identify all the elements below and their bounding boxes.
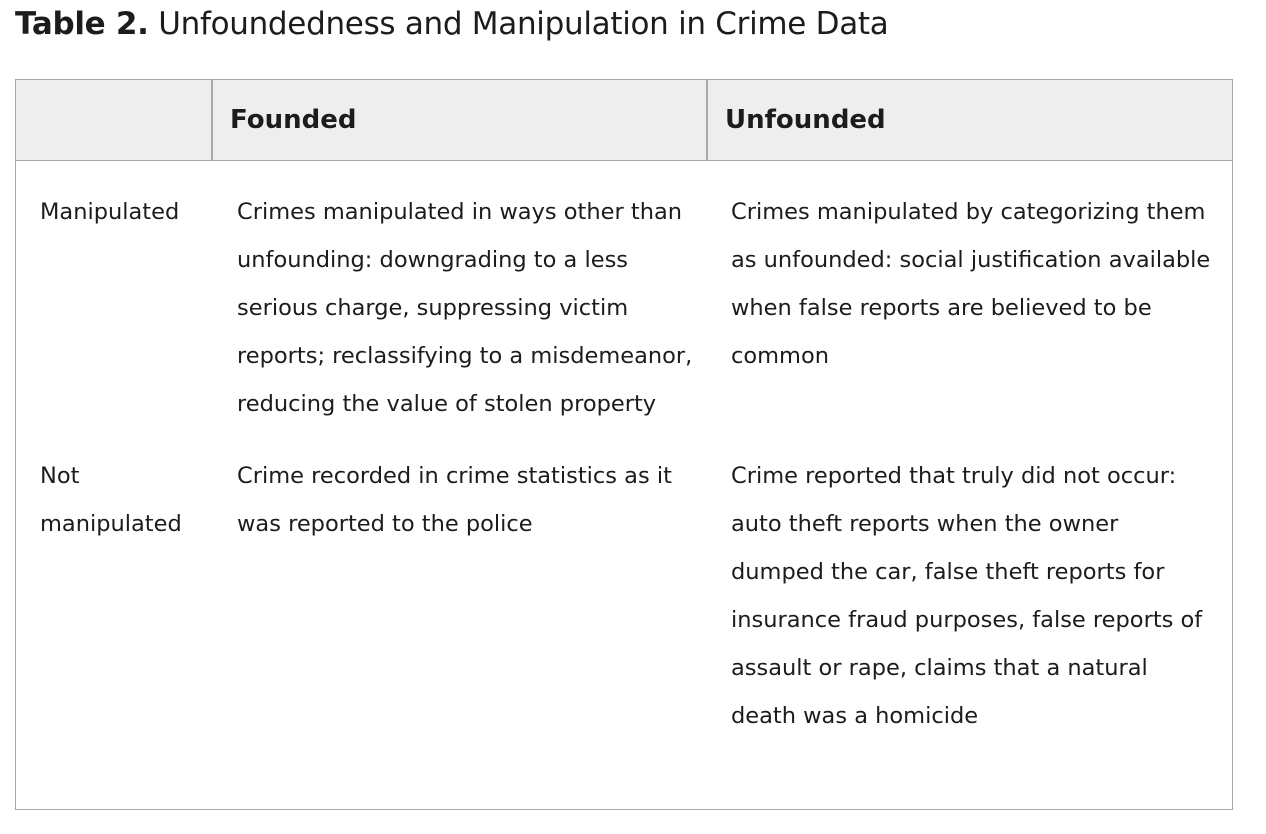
- header-founded: Founded: [211, 80, 707, 161]
- table-caption-title: Unfoundedness and Manipulation in Crime …: [158, 6, 889, 42]
- header-empty-cell: [16, 80, 212, 161]
- row-label-manipulated: Manipulated: [40, 198, 180, 225]
- crime-data-table: Founded Unfounded Manipulated Crimes man…: [15, 79, 1233, 810]
- table-caption: Table 2. Unfoundedness and Manipulation …: [15, 2, 889, 46]
- table-row-not-manipulated: Not manipulated Crime recorded in crime …: [16, 428, 1232, 740]
- header-unfounded: Unfounded: [706, 80, 1232, 161]
- table-header-row: Founded Unfounded: [16, 80, 1232, 161]
- table-caption-label: Table 2.: [15, 6, 149, 42]
- cell-manipulated-unfounded: Crimes manipulated by categorizing them …: [731, 198, 1211, 369]
- cell-manipulated-founded: Crimes manipulated in ways other than un…: [237, 198, 693, 417]
- row-label-not-manipulated: Not manipulated: [40, 462, 182, 537]
- cell-not-manipulated-unfounded: Crime reported that truly did not occur:…: [731, 462, 1203, 729]
- cell-not-manipulated-founded: Crime recorded in crime statistics as it…: [237, 462, 672, 537]
- table-row-manipulated: Manipulated Crimes manipulated in ways o…: [16, 160, 1232, 428]
